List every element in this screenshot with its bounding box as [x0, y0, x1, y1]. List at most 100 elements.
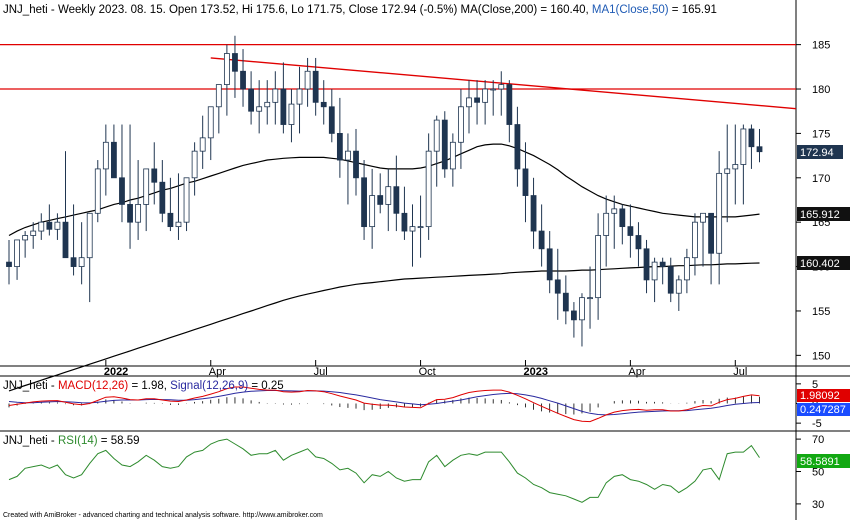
candle-body [272, 88, 279, 103]
candle-body [167, 212, 174, 228]
candle-body [232, 53, 238, 72]
candle-body [675, 279, 682, 294]
last-close-badge: 172.94 [797, 145, 843, 159]
candle-body [70, 257, 77, 267]
candle-body [223, 53, 230, 85]
candle-body [458, 106, 464, 143]
candle-body [86, 212, 93, 259]
price-header: JNJ_heti - Weekly 2023. 08. 15. Open 173… [3, 4, 717, 16]
candle-body [651, 261, 658, 281]
price-y-tick-label: 175 [812, 128, 830, 140]
candle-body [748, 128, 755, 148]
macd-header-macd-value: = 1.98, [131, 380, 170, 392]
candle-body [732, 164, 739, 170]
macd-header: JNJ_heti - MACD(12,26) = 1.98, Signal(12… [3, 380, 284, 392]
candle-body [175, 221, 182, 228]
candle-body [280, 88, 287, 125]
candle-body [127, 204, 133, 223]
price-x-axis: 2022 Apr Jul Oct 2023 Apr Jul [104, 360, 747, 378]
candle-body [38, 221, 45, 232]
candle-body [264, 101, 271, 108]
candle-body [248, 88, 255, 112]
rsi-value: 58.5891 [800, 456, 840, 468]
candle-body [353, 150, 359, 179]
rsi-y-tick-label: 30 [812, 499, 824, 511]
macd-y-tick-label: 5 [812, 379, 818, 391]
candle-body [256, 106, 263, 112]
candle-body [320, 101, 327, 108]
macd-lines [8, 386, 760, 423]
candle-body [385, 186, 392, 205]
candle-body [312, 70, 319, 103]
trendline [210, 57, 797, 110]
candle-body [111, 141, 117, 179]
x-tick-label: 2023 [523, 366, 547, 378]
candle-body [490, 88, 497, 91]
candle-body [433, 119, 440, 152]
horizontal-levels [0, 44, 796, 90]
candle-body [611, 208, 618, 214]
ma50-value: 165.912 [800, 209, 840, 221]
candle-body [587, 297, 593, 300]
candle-body [30, 230, 37, 236]
moving-averages [8, 143, 760, 392]
candle-body [199, 137, 206, 152]
candle-body [595, 235, 602, 299]
price-y-tick-label: 150 [812, 350, 830, 362]
price-y-tick-label: 170 [812, 173, 830, 185]
candle-body [417, 226, 424, 229]
macd-y-tick-label: -5 [812, 418, 822, 430]
rsi-header-label: RSI(14) [58, 435, 98, 447]
candle-body [191, 150, 198, 179]
candle-body [22, 235, 29, 241]
x-tick-label: Apr [209, 366, 226, 378]
candle-body [46, 221, 53, 230]
candle-body [401, 212, 408, 232]
candle-body [345, 150, 351, 161]
candle-body [441, 119, 448, 170]
footer-credit: Created with AmiBroker - advanced charti… [3, 512, 323, 519]
candle-body [659, 261, 666, 267]
candle-body [288, 103, 295, 125]
candle-body [466, 97, 472, 108]
candle-body [296, 88, 303, 105]
x-tick-label: Apr [628, 366, 645, 378]
macd-header-signal-value: = 0.25 [251, 380, 283, 392]
price-header-ma50-value: = 165.91 [672, 4, 717, 16]
ma200-line [8, 262, 760, 392]
rsi-line [8, 438, 760, 503]
rsi-y-axis: 70 50 30 [796, 434, 824, 511]
candle-body [119, 177, 125, 205]
candle-body [627, 226, 634, 236]
price-y-tick-label: 155 [812, 306, 830, 318]
last-close-value: 172.94 [800, 147, 834, 159]
price-header-ma50-label: MA1(Close,50) [592, 4, 669, 16]
x-tick-label: Jul [314, 366, 328, 378]
candle-body [336, 133, 343, 161]
macd-header-ticker: JNJ_heti - [3, 380, 58, 392]
candle-body [78, 257, 85, 267]
signal-badge: 0.247287 [797, 403, 850, 416]
candle-body [304, 70, 311, 90]
signal-value: 0.247287 [800, 404, 846, 416]
candle-body [635, 235, 642, 250]
candle-body [377, 195, 384, 205]
candle-body [369, 195, 376, 228]
rsi-line [8, 438, 760, 503]
candle-body [151, 168, 158, 183]
candle-body [716, 172, 723, 254]
candle-body [683, 257, 690, 281]
candle-body [62, 221, 69, 259]
candle-body [215, 84, 222, 108]
candle-body [328, 106, 335, 134]
rsi-y-tick-label: 70 [812, 434, 824, 446]
candle-body [102, 141, 109, 170]
rsi-header-value: = 58.59 [101, 435, 140, 447]
candle-body [474, 97, 480, 103]
candle-body [530, 195, 537, 232]
candle-body [522, 168, 529, 196]
macd-header-macd-label: MACD(12,26) [58, 380, 128, 392]
candle-body [538, 230, 545, 250]
candle-body [579, 297, 585, 321]
candle-body [692, 221, 698, 259]
